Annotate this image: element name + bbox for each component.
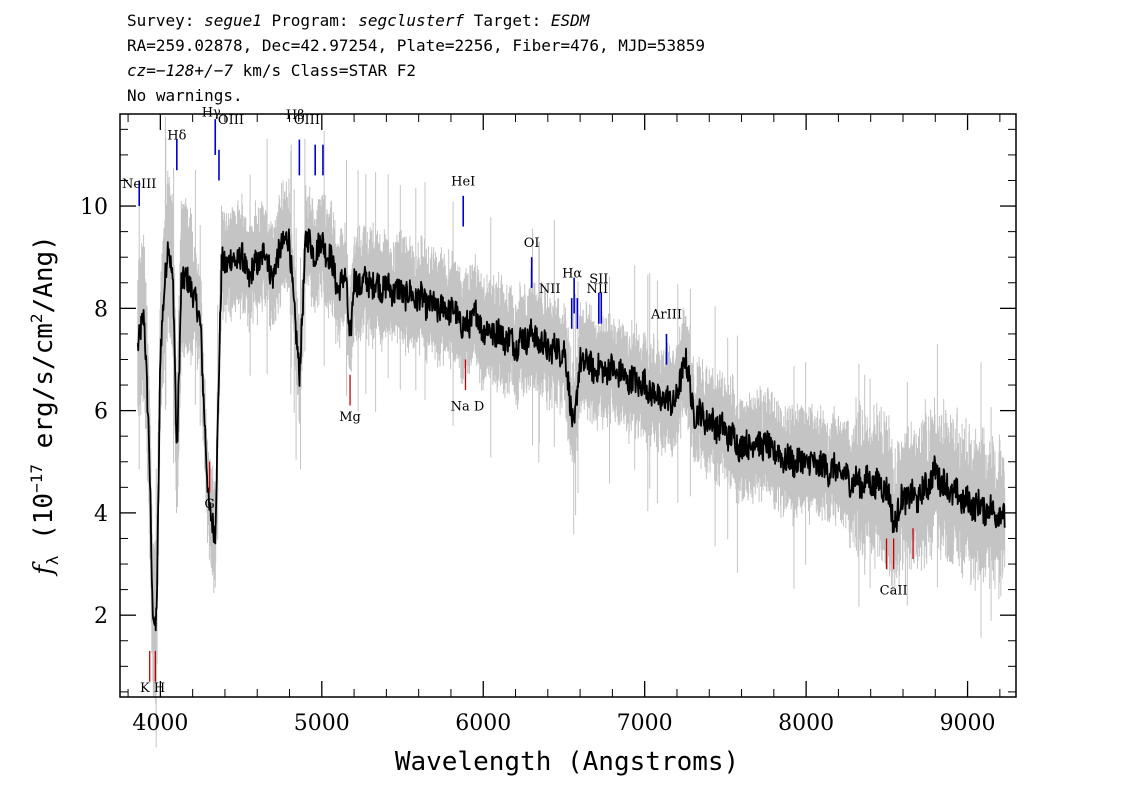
emission-label: Hγ (202, 106, 221, 121)
emission-label: HeI (451, 175, 475, 190)
noise-band-segments (137, 116, 1006, 748)
absorption-label: G (204, 497, 214, 512)
flux-layer (136, 228, 1006, 632)
x-tick-label: 8000 (778, 711, 834, 736)
absorption-label: Mg (339, 410, 361, 425)
absorption-label: K H (140, 681, 165, 696)
x-tick-label: 6000 (455, 711, 511, 736)
emission-label: Hδ (167, 129, 186, 144)
absorption-label: CaII (880, 584, 908, 599)
x-tick-label: 7000 (617, 711, 673, 736)
y-tick-label: 6 (94, 400, 108, 425)
x-axis-label: Wavelength (Angstroms) (395, 747, 739, 777)
y-tick-label: 10 (80, 195, 108, 220)
emission-label: Hβ (286, 108, 305, 123)
x-tick-label: 5000 (294, 711, 350, 736)
header-line-coordinates: RA=259.02878, Dec=42.97254, Plate=2256, … (127, 36, 705, 55)
y-tick-label: 2 (94, 604, 108, 629)
header-line-redshift: cz=−128+/−7 km/s Class=STAR F2 (127, 61, 416, 80)
emission-label: OIII (218, 113, 244, 128)
emission-label: Hα (562, 267, 582, 282)
plot-frame (119, 113, 1017, 698)
header-line-warnings: No warnings. (127, 86, 243, 105)
x-tick-label: 4000 (132, 711, 188, 736)
y-axis-label: fλ (10−17 erg/s/cm2/Ang) (27, 235, 62, 577)
emission-label: NII (587, 282, 609, 297)
absorption-label: Na D (451, 400, 485, 415)
emission-label: ArIII (650, 308, 682, 323)
emission-label: OI (524, 236, 540, 251)
x-tick-label: 9000 (940, 711, 996, 736)
emission-label: OIII (294, 113, 320, 128)
header-line-survey: Survey: segue1 Program: segclusterf Targ… (127, 11, 590, 30)
noise-band (137, 116, 1006, 748)
axis-ticks: 4000 5000 6000 7000 8000 9000 2 4 6 8 10 (80, 114, 1016, 736)
emission-label: SII (589, 272, 608, 287)
flux-line (136, 228, 1006, 632)
emission-label: NII (539, 282, 561, 297)
y-tick-label: 8 (94, 297, 108, 322)
emission-label: NeIII (122, 177, 156, 192)
y-tick-label: 4 (94, 502, 108, 527)
